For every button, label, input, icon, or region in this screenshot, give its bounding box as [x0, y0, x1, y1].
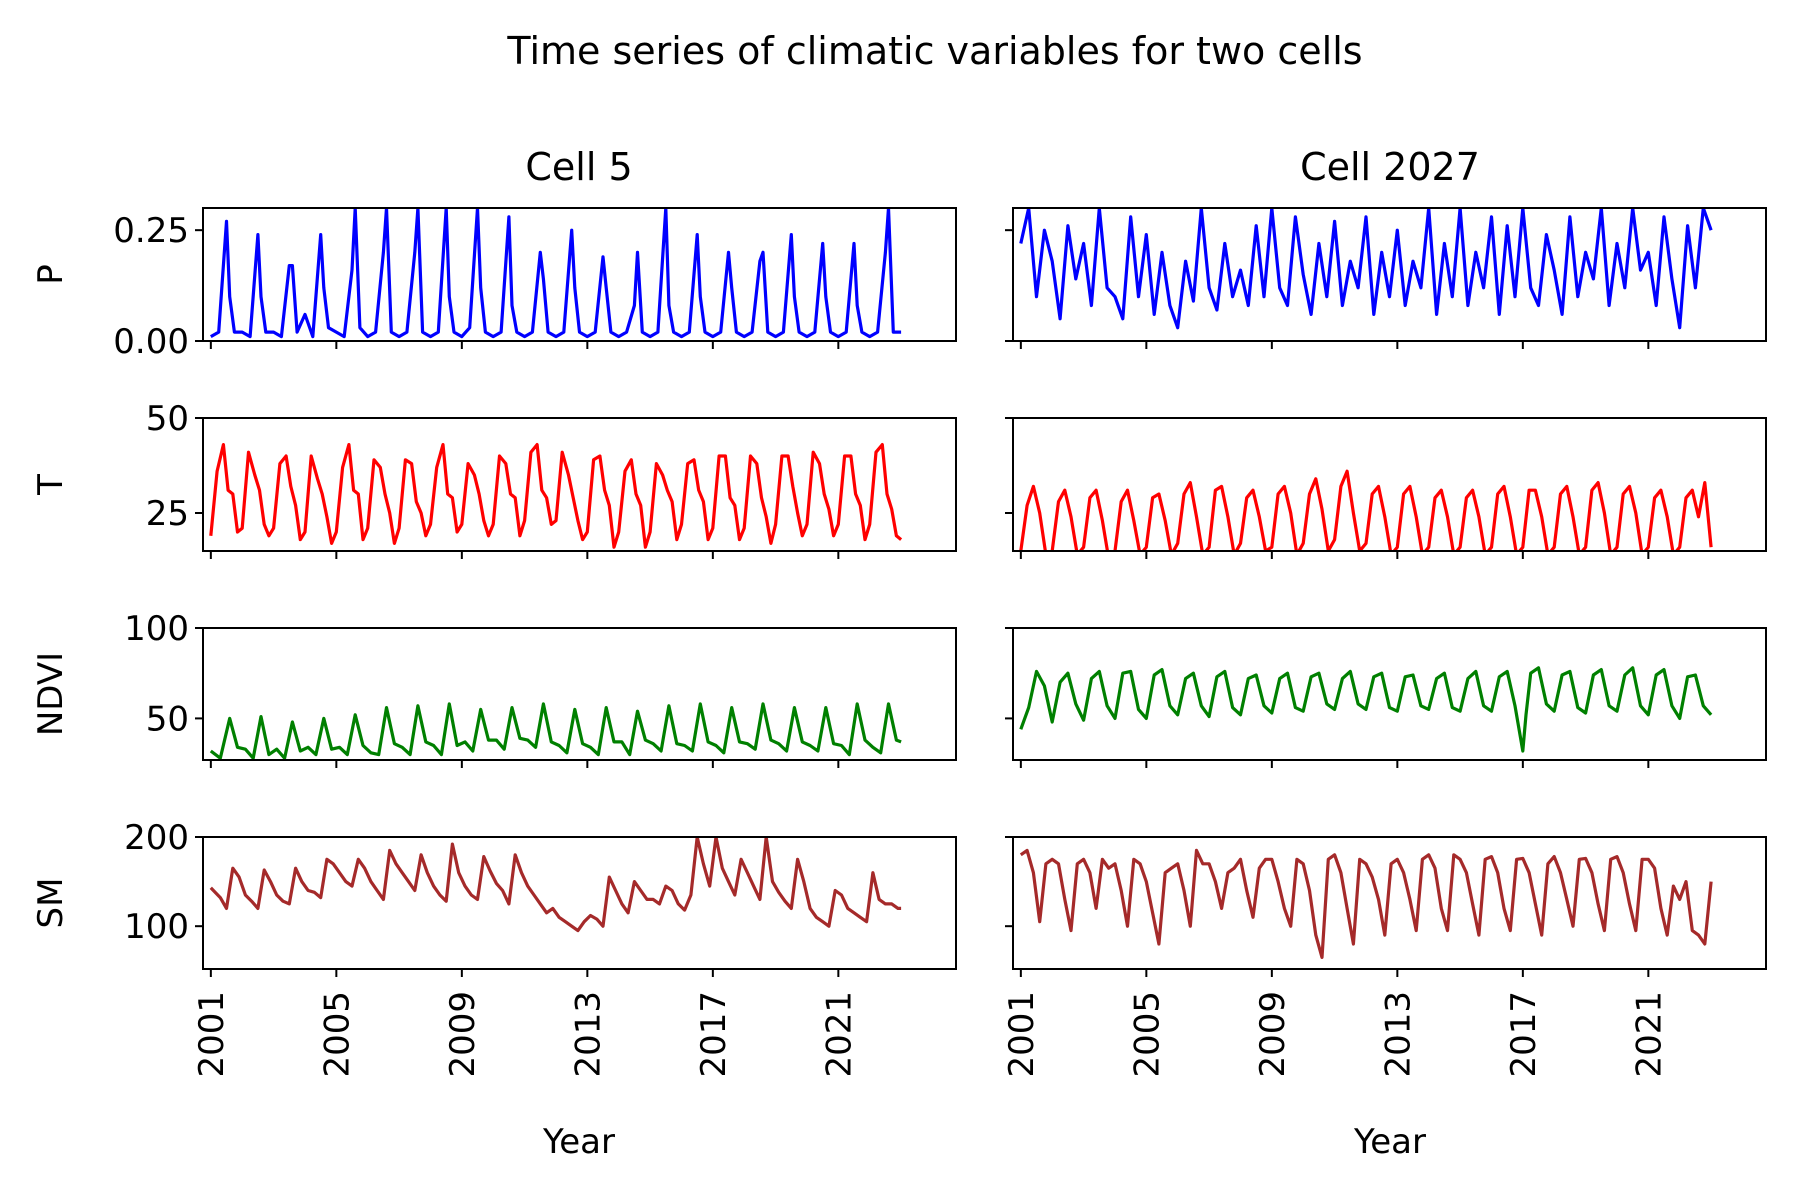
x-axis-label-cell-5: Year — [542, 1122, 615, 1162]
axes-frame-t-cell-5 — [202, 417, 957, 552]
y-axis-label-ndvi: NDVI — [31, 652, 71, 736]
y-tick-label-ndvi-cell-5-50: 50 — [146, 699, 189, 739]
column-title-cell-5: Cell 5 — [525, 145, 632, 189]
axes-frame-p-cell-5 — [202, 207, 957, 342]
y-axis-label-sm: SM — [31, 878, 71, 929]
y-tick-label-sm-cell-5-100: 100 — [124, 907, 189, 947]
y-tick-label-sm-cell-5-200: 200 — [124, 818, 189, 858]
axes-frame-ndvi-cell-2027 — [1012, 627, 1767, 761]
x-tick-label-sm-cell-2027-2005: 2005 — [1127, 991, 1167, 1078]
x-tick-label-sm-cell-5-2013: 2013 — [568, 991, 608, 1078]
y-tick-label-p-cell-5-0.00: 0.00 — [113, 322, 189, 362]
axes-frame-sm-cell-5 — [202, 836, 957, 970]
column-title-cell-2027: Cell 2027 — [1300, 145, 1480, 189]
x-tick-label-sm-cell-5-2021: 2021 — [819, 991, 859, 1078]
series-line-sm-cell-5 — [209, 837, 902, 933]
axes-frame-ndvi-cell-5 — [202, 627, 957, 761]
x-tick-label-sm-cell-2027-2017: 2017 — [1504, 991, 1544, 1078]
series-line-t-cell-5 — [209, 443, 903, 549]
x-axis-label-cell-2027: Year — [1353, 1122, 1426, 1162]
y-tick-label-t-cell-5-50: 50 — [146, 399, 189, 439]
x-tick-label-sm-cell-5-2009: 2009 — [443, 991, 483, 1078]
series-line-p-cell-5 — [210, 208, 902, 339]
figure-title: Time series of climatic variables for tw… — [506, 29, 1362, 73]
y-axis-label-t: T — [31, 474, 71, 496]
series-line-sm-cell-2027 — [1019, 848, 1713, 960]
axes-frame-p-cell-2027 — [1012, 207, 1767, 342]
x-tick-label-sm-cell-2027-2009: 2009 — [1253, 991, 1293, 1078]
x-tick-label-sm-cell-5-2005: 2005 — [317, 991, 357, 1078]
x-tick-label-sm-cell-5-2017: 2017 — [694, 991, 734, 1078]
axes-frame-t-cell-2027 — [1012, 417, 1767, 552]
axes-frame-sm-cell-2027 — [1012, 836, 1767, 970]
series-line-t-cell-2027 — [1019, 469, 1713, 551]
series-line-ndvi-cell-5 — [209, 702, 902, 760]
y-tick-label-t-cell-5-25: 25 — [146, 494, 189, 534]
y-tick-label-p-cell-5-0.25: 0.25 — [113, 211, 189, 251]
x-tick-label-sm-cell-2027-2013: 2013 — [1378, 991, 1418, 1078]
panels: 0.00 0.25 P 25 50 T 50 100 NDVI 2001 2005 2009 2013 2… — [31, 207, 1767, 1078]
y-axis-label-p: P — [31, 264, 71, 285]
y-tick-label-ndvi-cell-5-100: 100 — [124, 609, 189, 649]
series-line-ndvi-cell-2027 — [1019, 666, 1713, 753]
x-tick-label-sm-cell-2027-2001: 2001 — [1002, 991, 1042, 1078]
series-line-p-cell-2027 — [1019, 208, 1713, 330]
x-tick-label-sm-cell-2027-2021: 2021 — [1629, 991, 1669, 1078]
x-tick-label-sm-cell-5-2001: 2001 — [192, 991, 232, 1078]
